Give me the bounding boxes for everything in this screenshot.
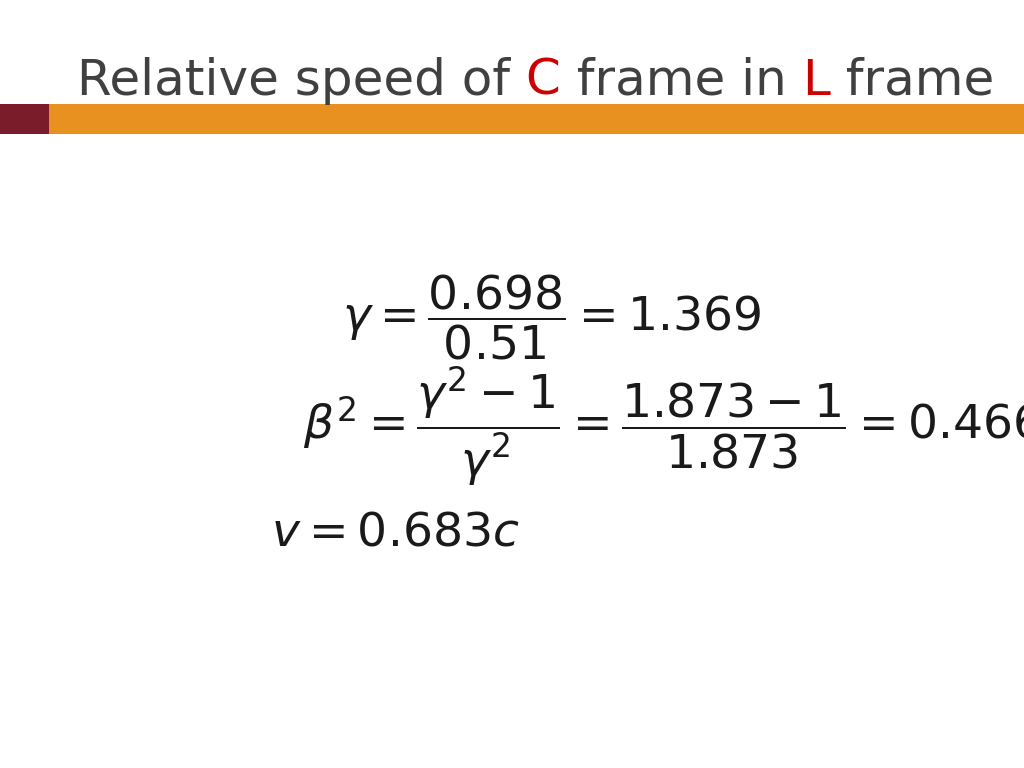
Text: Relative speed of: Relative speed of <box>77 57 525 104</box>
Text: frame in: frame in <box>560 57 802 104</box>
Text: C: C <box>525 57 560 104</box>
Text: $\gamma = \dfrac{0.698}{0.51} = 1.369$: $\gamma = \dfrac{0.698}{0.51} = 1.369$ <box>342 272 762 362</box>
Text: $\beta^2 = \dfrac{\gamma^2 - 1}{\gamma^2} = \dfrac{1.873 - 1}{1.873} = 0.466$: $\beta^2 = \dfrac{\gamma^2 - 1}{\gamma^2… <box>303 364 1024 488</box>
Text: $v = 0.683c$: $v = 0.683c$ <box>270 510 519 555</box>
Text: frame: frame <box>830 57 994 104</box>
Text: L: L <box>802 57 830 104</box>
